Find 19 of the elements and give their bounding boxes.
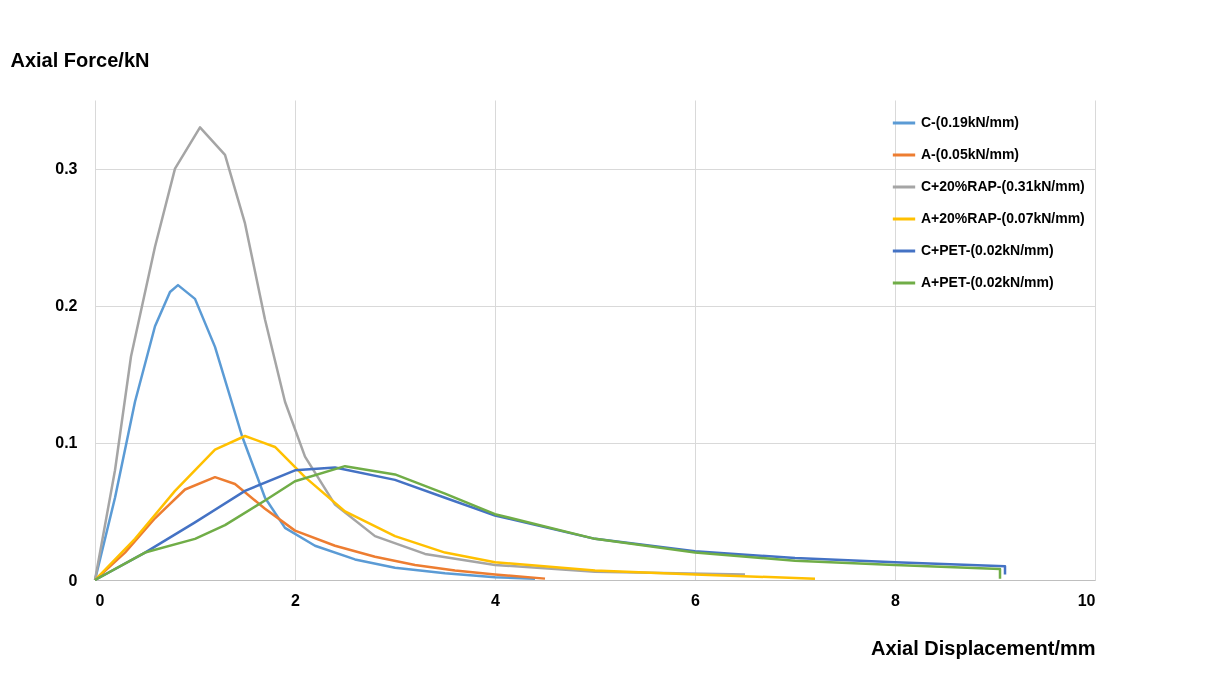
legend-label: C+PET-(0.02kN/mm): [921, 242, 1054, 258]
y-tick-label: 0.1: [55, 434, 78, 452]
x-tick-label: 4: [491, 591, 501, 609]
legend-label: C+20%RAP-(0.31kN/mm): [921, 178, 1085, 194]
legend-label: A+20%RAP-(0.07kN/mm): [921, 210, 1085, 226]
legend-label: A-(0.05kN/mm): [921, 146, 1020, 162]
y-tick-label: 0: [68, 571, 78, 589]
x-tick-label: 8: [891, 591, 901, 609]
line-series: [93, 434, 817, 582]
legend-label: A+PET-(0.02kN/mm): [921, 274, 1054, 290]
x-axis-title: Axial Displacement/mm: [870, 636, 1096, 659]
x-tick-label: 0: [95, 591, 105, 609]
y-axis-title: Axial Force/kN: [10, 48, 150, 71]
x-tick-label: 2: [291, 591, 301, 609]
y-tick-label: 0.2: [55, 297, 78, 315]
y-tick-label: 0.3: [55, 160, 78, 178]
x-tick-label: 10: [1077, 591, 1096, 609]
x-tick-label: 6: [691, 591, 701, 609]
legend-label: C-(0.19kN/mm): [921, 114, 1020, 130]
